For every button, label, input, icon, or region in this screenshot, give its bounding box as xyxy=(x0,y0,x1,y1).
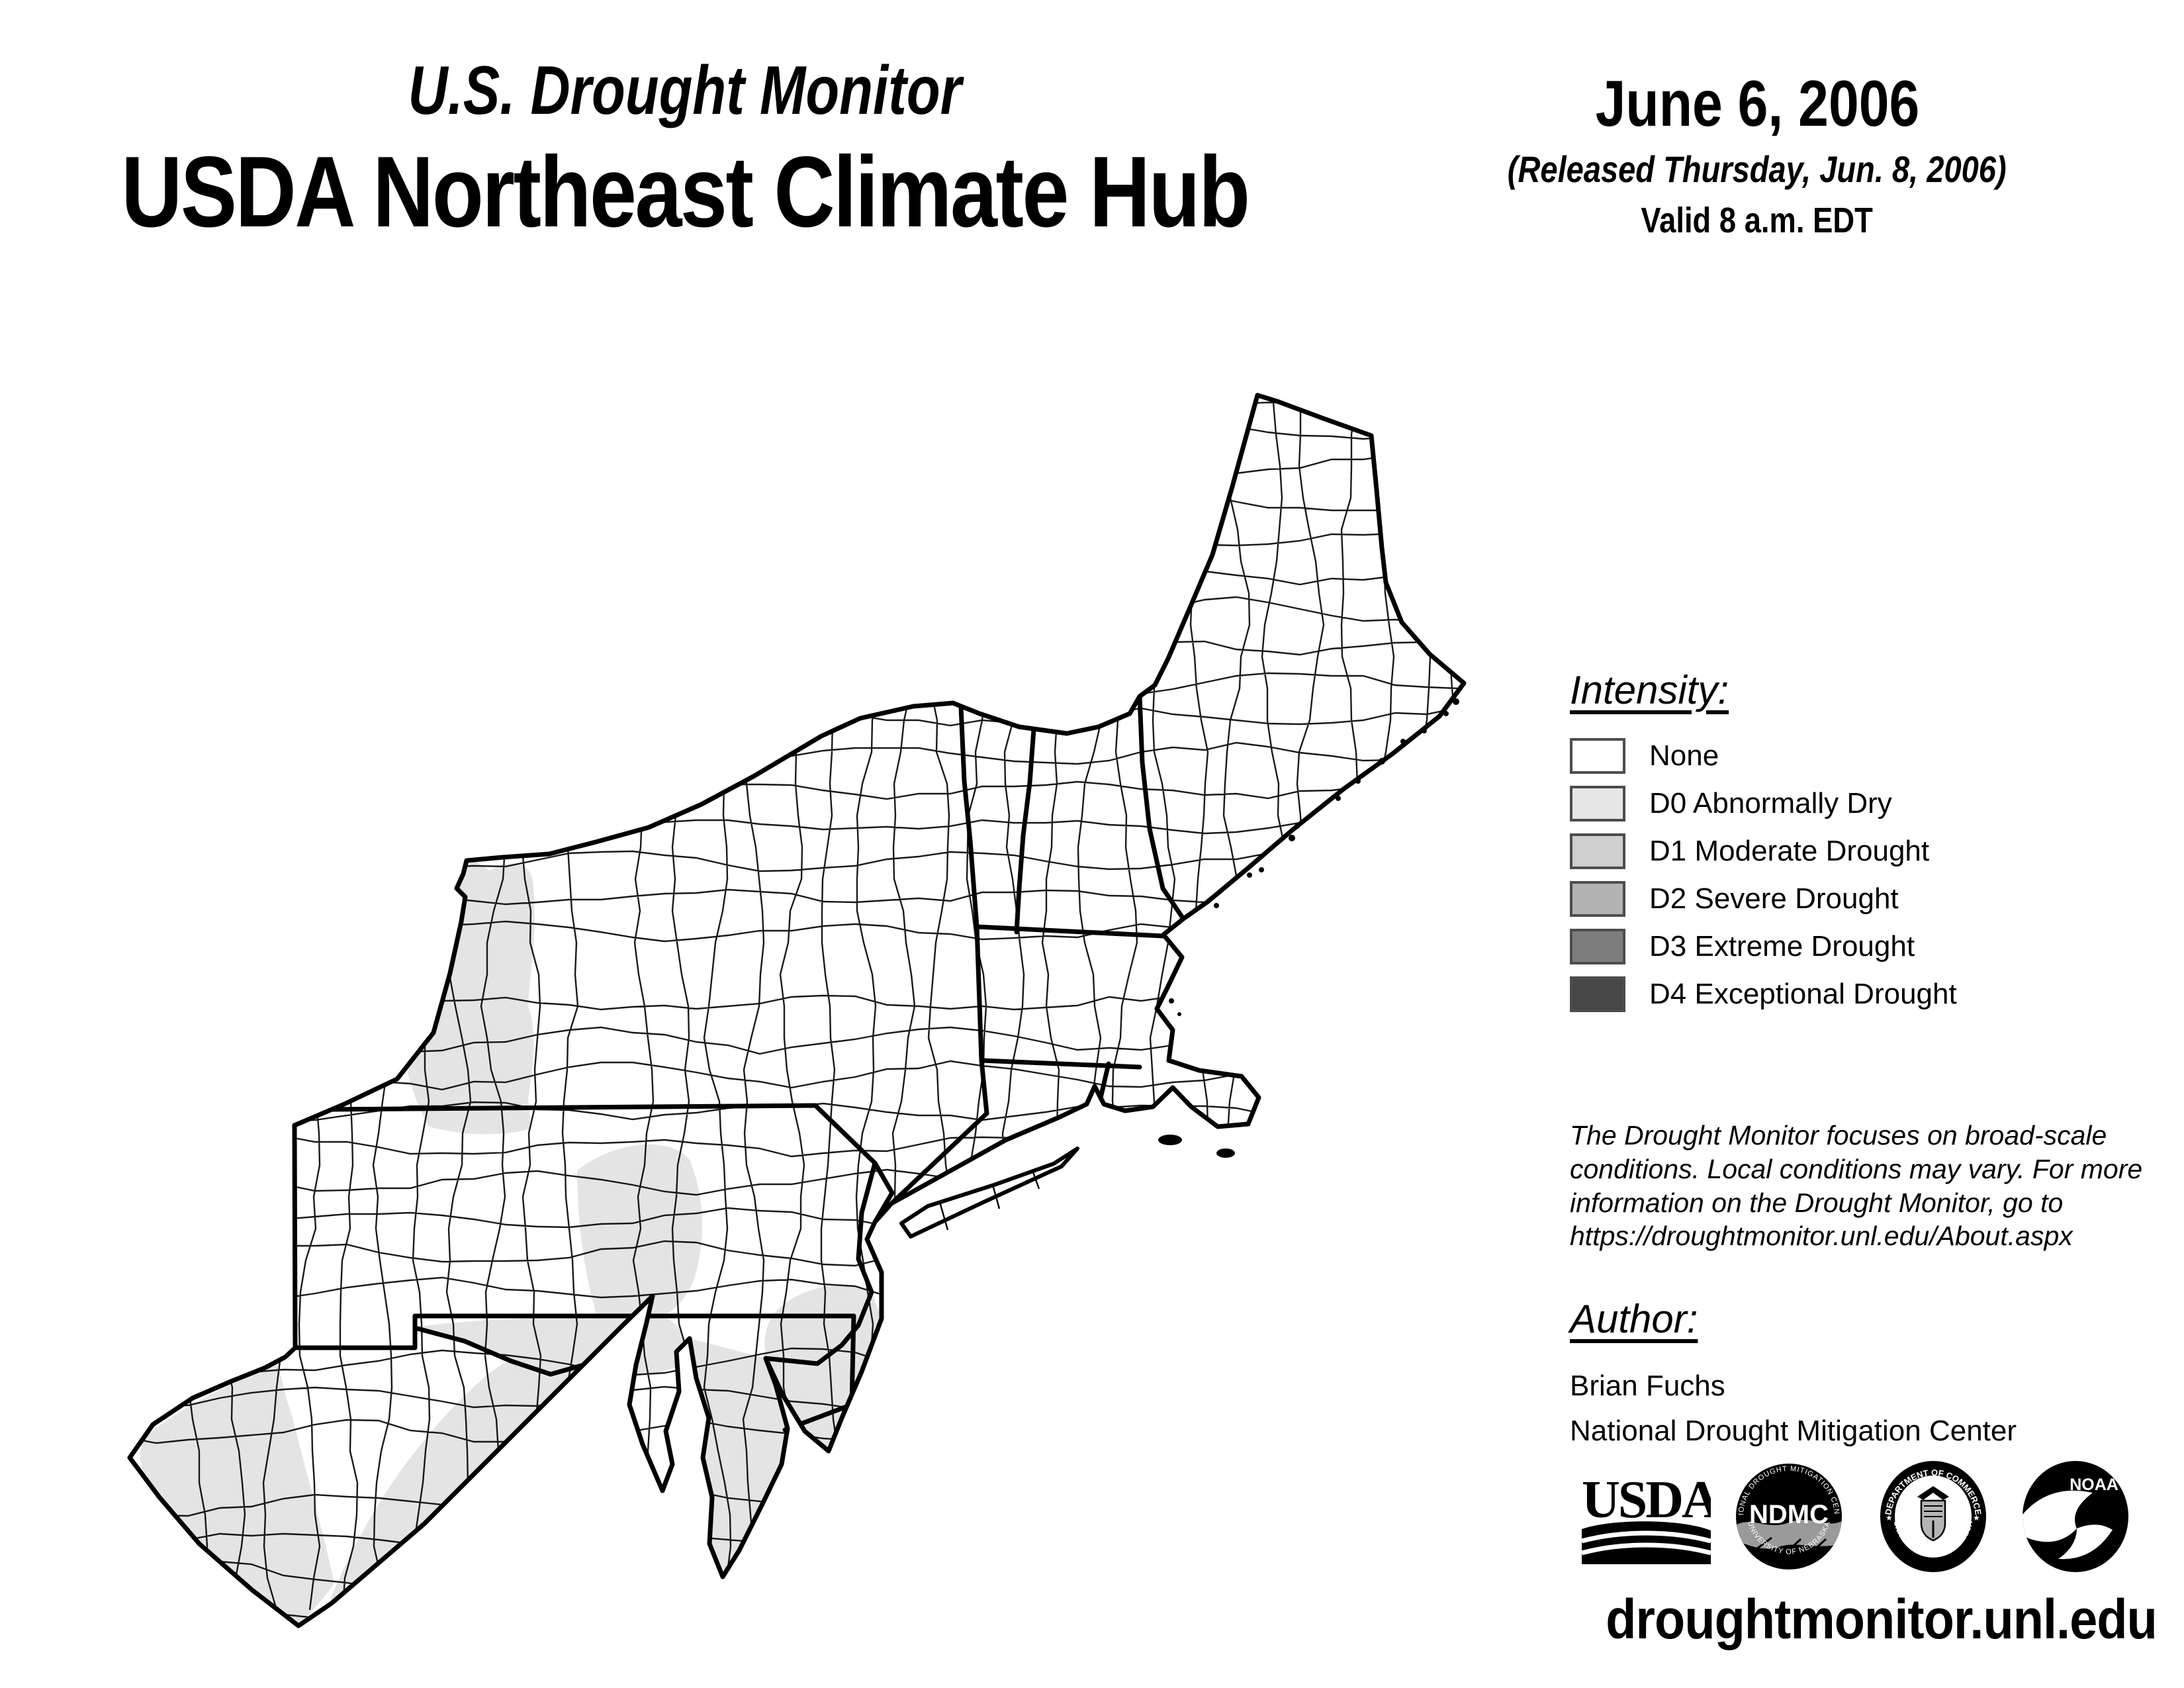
marthas-vineyard-island xyxy=(1158,1135,1182,1145)
legend-label-d1: D1 Moderate Drought xyxy=(1649,835,1930,867)
border-vt-nh xyxy=(1014,727,1036,935)
noaa-bird xyxy=(2023,1490,2093,1542)
legend-label-d2: D2 Severe Drought xyxy=(1649,882,1899,915)
page-title-small: U.S. Drought Monitor xyxy=(0,52,1370,130)
department-of-commerce-seal: DEPARTMENT OF COMMERCE UNITED STATES OF … xyxy=(1880,1461,1986,1572)
svg-text:★: ★ xyxy=(1973,1513,1980,1523)
legend: Intensity: None D0 Abnormally Dry D1 Mod… xyxy=(1570,667,1957,1024)
d0-westvirginia-virginia-border-band xyxy=(328,1296,653,1605)
d0-western-westvirginia xyxy=(140,1365,334,1624)
border-ny-ma xyxy=(974,924,984,1063)
author-heading: Author: xyxy=(1570,1297,1698,1341)
header-titles: U.S. Drought Monitor USDA Northeast Clim… xyxy=(0,52,1370,250)
state-borders xyxy=(292,694,1186,1432)
svg-text:★: ★ xyxy=(1886,1513,1893,1523)
legend-swatch-d1 xyxy=(1570,833,1625,869)
author-block: Author: Brian Fuchs National Drought Mit… xyxy=(1570,1296,2017,1448)
date-block: June 6, 2006 (Released Thursday, Jun. 8,… xyxy=(1327,66,2184,241)
legend-swatch-none xyxy=(1570,738,1625,774)
border-ma-north xyxy=(974,924,1166,939)
doc-eagle-shield xyxy=(1917,1486,1949,1542)
nantucket-island xyxy=(1216,1149,1235,1158)
usda-logo-text: USDA xyxy=(1582,1476,1711,1529)
border-ma-ct-ri xyxy=(979,1058,1142,1070)
disclaimer-text: The Drought Monitor focuses on broad-sca… xyxy=(1570,1120,2143,1252)
author-org: National Drought Mitigation Center xyxy=(1570,1415,2017,1447)
map-date: June 6, 2006 xyxy=(1595,67,1919,140)
legend-rows: None D0 Abnormally Dry D1 Moderate Droug… xyxy=(1570,738,1957,1012)
legend-swatch-d4 xyxy=(1570,976,1625,1012)
footer-url-wrap: droughtmonitor.unl.edu xyxy=(1575,1587,2158,1652)
legend-row-d4: D4 Exceptional Drought xyxy=(1570,976,1957,1012)
land-base xyxy=(130,395,1464,1626)
ndmc-logo: NDMC NATIONAL DROUGHT MITIGATION CENTER … xyxy=(1732,1460,1842,1570)
legend-label-d3: D3 Extreme Drought xyxy=(1649,930,1915,962)
legend-label-d0: D0 Abnormally Dry xyxy=(1649,787,1892,820)
border-ny-vt xyxy=(958,704,979,929)
coastal-islands xyxy=(1158,698,1459,1158)
border-ny-ct xyxy=(889,1058,989,1206)
release-date: (Released Thursday, Jun. 8, 2006) xyxy=(1508,148,2007,190)
legend-row-d2: D2 Severe Drought xyxy=(1570,881,1957,917)
border-ny-pa xyxy=(326,1103,878,1166)
drought-monitor-url: droughtmonitor.unl.edu xyxy=(1606,1588,2158,1650)
noaa-logo: NOAA xyxy=(2023,1461,2128,1572)
legend-label-d4: D4 Exceptional Drought xyxy=(1649,978,1957,1010)
long-island xyxy=(899,1147,1079,1239)
border-nh-me xyxy=(1137,694,1186,921)
noaa-circle xyxy=(2023,1461,2128,1572)
author-name: Brian Fuchs xyxy=(1570,1370,1725,1402)
legend-row-d0: D0 Abnormally Dry xyxy=(1570,786,1957,821)
us-drought-monitor-title: U.S. Drought Monitor xyxy=(408,52,962,129)
ndmc-center-text: NDMC xyxy=(1749,1500,1829,1529)
page-title: USDA Northeast Climate Hub xyxy=(121,136,1250,248)
usda-logo: USDA xyxy=(1582,1476,1711,1564)
page-title-large-wrap: USDA Northeast Climate Hub xyxy=(0,134,1370,250)
legend-swatch-d2 xyxy=(1570,881,1625,917)
legend-label-none: None xyxy=(1649,739,1719,772)
ndmc-wave xyxy=(1736,1520,1842,1549)
legend-row-d1: D1 Moderate Drought xyxy=(1570,833,1957,869)
legend-heading: Intensity: xyxy=(1570,668,1729,712)
long-island-county-lines xyxy=(938,1170,1040,1231)
legend-swatch-d0 xyxy=(1570,786,1625,821)
drought-map xyxy=(99,367,1509,1632)
legend-row-d3: D3 Extreme Drought xyxy=(1570,929,1957,964)
legend-swatch-d3 xyxy=(1570,929,1625,964)
noaa-text: NOAA xyxy=(2070,1476,2118,1494)
legend-row-none: None xyxy=(1570,738,1957,774)
valid-time: Valid 8 a.m. EDT xyxy=(1641,201,1874,240)
border-pa-nj-delaware-river xyxy=(763,1160,878,1366)
